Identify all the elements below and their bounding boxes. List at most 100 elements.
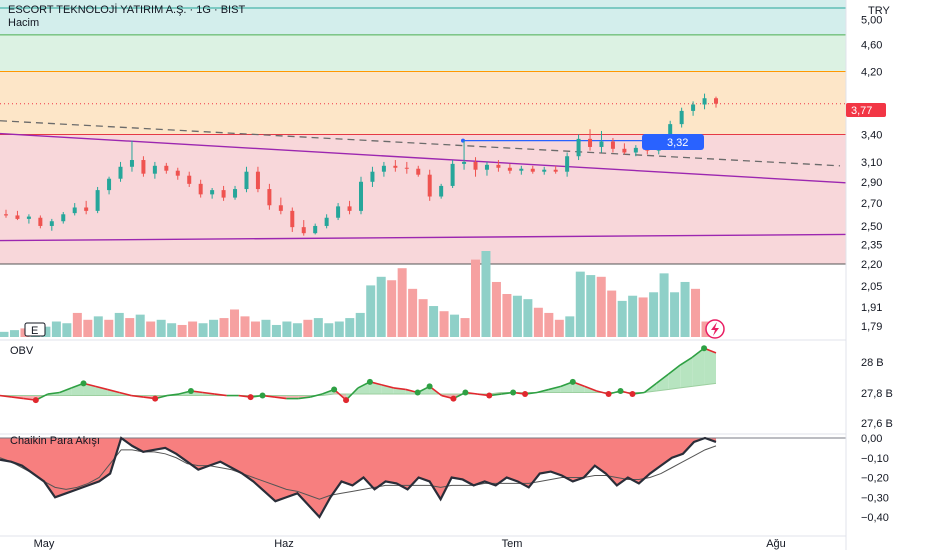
time-axis[interactable]: May Haz Tem Ağu bbox=[34, 538, 932, 550]
volume-bar bbox=[554, 319, 564, 337]
volume-bar bbox=[261, 319, 271, 337]
obv-line bbox=[393, 387, 406, 391]
volume-bar bbox=[303, 319, 313, 337]
candle-body bbox=[38, 217, 43, 226]
candle-body bbox=[301, 227, 306, 234]
volume-bar bbox=[230, 309, 240, 337]
obv-pivot bbox=[569, 378, 576, 385]
price-axis[interactable]: 5,00 4,60 4,20 3,40 3,10 2,90 2,70 2,50 2,35 2,20… bbox=[861, 15, 893, 524]
volume-bar bbox=[586, 275, 596, 337]
volume-bar bbox=[334, 321, 344, 337]
volume-bar bbox=[376, 276, 386, 337]
trend-dashed bbox=[0, 120, 841, 167]
obv-fill bbox=[95, 386, 108, 396]
obv-pivot bbox=[247, 394, 254, 401]
lightning-icon[interactable] bbox=[705, 319, 725, 339]
obv-line bbox=[214, 393, 227, 397]
volume-bar bbox=[387, 280, 397, 337]
candle-body bbox=[565, 156, 570, 172]
volume-bar bbox=[544, 312, 554, 337]
volume-bar bbox=[691, 288, 701, 337]
time-tick: Tem bbox=[502, 538, 523, 550]
obv-pivot bbox=[617, 387, 624, 394]
candle-body bbox=[496, 164, 501, 168]
cmf-tick: −0,20 bbox=[861, 473, 889, 485]
obv-fill bbox=[692, 348, 705, 387]
price-tick: 2,70 bbox=[861, 198, 882, 210]
candle-body bbox=[679, 110, 684, 125]
volume-bars bbox=[0, 251, 711, 337]
candle-body bbox=[519, 168, 524, 171]
obv-line bbox=[655, 373, 669, 384]
candle-body bbox=[484, 164, 489, 170]
volume-bar bbox=[324, 323, 334, 337]
chaikin-title: Chaikin Para Akışı bbox=[10, 435, 100, 447]
price-tick: 3,40 bbox=[861, 129, 882, 141]
volume-bar bbox=[146, 321, 156, 337]
obv-pivot bbox=[414, 389, 421, 396]
chart-title: ESCORT TEKNOLOJİ YATIRIM A.Ş. · 1G · BIS… bbox=[8, 3, 245, 16]
obv-line bbox=[11, 396, 24, 400]
candle-body bbox=[576, 138, 581, 157]
cmf-tick: 0,00 bbox=[861, 433, 882, 445]
candle-body bbox=[95, 190, 100, 211]
obv-pivot bbox=[605, 391, 612, 398]
price-tick: 1,91 bbox=[861, 302, 882, 314]
obv-pivot bbox=[510, 389, 517, 396]
volume-bar bbox=[450, 314, 460, 337]
obv-pivot bbox=[187, 387, 194, 394]
volume-bar bbox=[271, 324, 281, 337]
candle-body bbox=[359, 181, 363, 211]
candle-body bbox=[393, 165, 398, 168]
obv-fill bbox=[704, 348, 716, 385]
obv-pivot bbox=[80, 380, 87, 387]
volume-marker[interactable]: E bbox=[24, 322, 46, 337]
price-tick: 2,20 bbox=[861, 259, 882, 271]
obv-line bbox=[298, 396, 311, 400]
cmf-line bbox=[0, 436, 717, 519]
candle-body bbox=[462, 161, 467, 164]
volume-bar bbox=[135, 314, 145, 337]
candle-body bbox=[26, 216, 31, 219]
candle-body bbox=[72, 207, 77, 214]
candle-body bbox=[278, 205, 283, 211]
obv-line bbox=[95, 385, 108, 391]
candle-body bbox=[267, 189, 272, 206]
volume-bar bbox=[177, 324, 187, 337]
candle-body bbox=[633, 147, 638, 153]
last-price-value: 3,77 bbox=[851, 105, 872, 117]
price-tick: 2,05 bbox=[861, 281, 882, 293]
candle-body bbox=[553, 169, 558, 172]
volume-bar bbox=[460, 318, 470, 337]
volume-bar bbox=[0, 331, 9, 337]
volume-bar bbox=[481, 251, 491, 337]
time-tick: May bbox=[34, 538, 55, 550]
cmf-signal-line bbox=[0, 445, 717, 500]
obv-pivot bbox=[486, 392, 493, 399]
obv-line bbox=[119, 391, 132, 397]
volume-bar bbox=[156, 319, 166, 337]
obv-line bbox=[202, 391, 215, 395]
obv-fill bbox=[680, 357, 693, 388]
obv-fill bbox=[71, 383, 84, 396]
price-zones bbox=[0, 0, 846, 264]
candle-body bbox=[427, 174, 432, 197]
currency-label: TRY bbox=[868, 5, 890, 17]
volume-bar bbox=[51, 321, 61, 337]
price-tick: 2,90 bbox=[861, 177, 882, 189]
candle-body bbox=[610, 141, 615, 149]
volume-bar bbox=[575, 271, 585, 337]
obv-line bbox=[166, 393, 180, 397]
breakout-badge: 3,32 bbox=[642, 134, 704, 150]
obv-line bbox=[536, 388, 550, 394]
obv-line bbox=[667, 364, 681, 375]
volume-bar bbox=[617, 300, 627, 337]
volume-bar bbox=[397, 268, 407, 337]
volume-bar bbox=[670, 292, 680, 337]
volume-bar bbox=[491, 281, 501, 337]
obv-pivot bbox=[522, 391, 529, 398]
obv-fill bbox=[656, 374, 669, 391]
candle-body bbox=[691, 104, 696, 111]
obv-pivot bbox=[701, 345, 708, 352]
